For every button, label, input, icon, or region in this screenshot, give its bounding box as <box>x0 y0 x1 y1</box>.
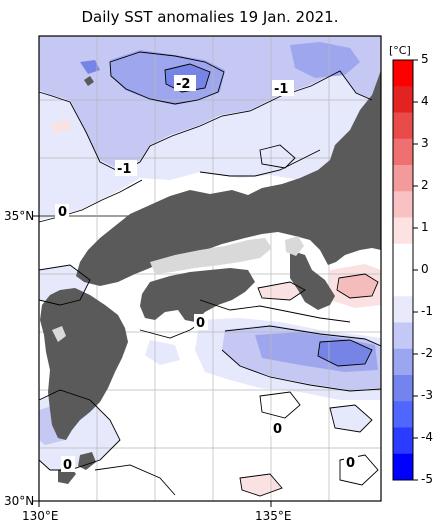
colorbar-tick-label: -4 <box>421 430 433 444</box>
negative-anomaly-strong <box>80 42 378 372</box>
colorbar-segment <box>393 375 413 402</box>
colorbar-segment <box>393 296 413 323</box>
colorbar-segment <box>393 86 413 113</box>
colorbar-frame <box>392 59 414 481</box>
map-frame <box>38 35 382 502</box>
frame-ticks <box>33 215 272 507</box>
colorbar-tick-label: -1 <box>421 304 433 318</box>
colorbar-segment <box>393 191 413 218</box>
colorbar <box>393 59 418 481</box>
colorbar-segment <box>393 112 413 140</box>
colorbar-segment <box>393 165 413 192</box>
colorbar-segment <box>393 427 413 455</box>
lat-label-35n: 35°N <box>4 209 35 223</box>
colorbar-segment <box>393 401 413 428</box>
contour-label: 0 <box>63 458 72 473</box>
colorbar-tick-label: 2 <box>421 178 429 192</box>
colorbar-segment <box>393 243 413 271</box>
lat-label-30n: 30°N <box>4 494 35 508</box>
colorbar-segment <box>393 322 413 350</box>
lon-label-135e: 135°E <box>255 509 292 523</box>
colorbar-segment <box>393 217 413 245</box>
colorbar-unit: [°C] <box>389 44 411 57</box>
colorbar-segment <box>393 138 413 166</box>
colorbar-tick-label: 3 <box>421 136 429 150</box>
colorbar-tick-label: -2 <box>421 346 433 360</box>
contour-label: -2 <box>176 77 190 92</box>
colorbar-tick-label: -5 <box>421 472 433 486</box>
contour-label: 0 <box>273 422 282 437</box>
colorbar-tick-label: 4 <box>421 94 429 108</box>
contour-label: 0 <box>346 456 355 471</box>
colorbar-tick-label: -3 <box>421 388 433 402</box>
contour-label: -1 <box>274 82 288 97</box>
map-title: Daily SST anomalies 19 Jan. 2021. <box>81 8 339 26</box>
contour-label: 0 <box>196 316 205 331</box>
colorbar-tick-label: 5 <box>421 52 429 66</box>
contour-label: -1 <box>117 162 131 177</box>
colorbar-segment <box>393 453 413 481</box>
contour-labels: -2 -1 -1 0 0 0 0 0 <box>55 75 358 473</box>
contours <box>38 51 382 497</box>
colorbar-segment <box>393 348 413 376</box>
inland-water <box>52 236 304 342</box>
lon-label-130e: 130°E <box>22 509 59 523</box>
colorbar-tick-label: 1 <box>421 220 429 234</box>
colorbar-segment <box>393 270 413 297</box>
colorbar-segment <box>393 60 413 87</box>
contour-label: 0 <box>58 205 67 220</box>
colorbar-tick-label: 0 <box>421 262 429 276</box>
